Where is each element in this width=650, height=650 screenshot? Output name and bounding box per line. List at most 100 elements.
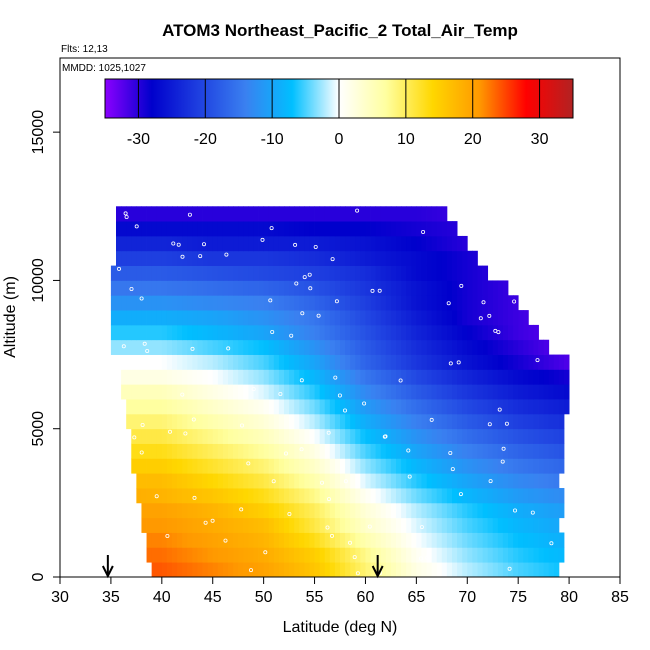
heatmap-cell bbox=[172, 399, 178, 415]
heatmap-cell bbox=[452, 324, 458, 341]
heatmap-cell bbox=[462, 547, 468, 563]
heatmap-cell bbox=[228, 265, 234, 281]
heatmap-cell bbox=[192, 458, 198, 474]
heatmap-cell bbox=[502, 354, 509, 370]
heatmap-cell bbox=[396, 443, 402, 459]
heatmap-cell bbox=[452, 562, 458, 578]
heatmap-cell bbox=[156, 532, 163, 548]
heatmap-cell bbox=[258, 413, 265, 430]
track-point bbox=[224, 252, 229, 257]
heatmap-cell bbox=[401, 473, 407, 489]
heatmap-cell bbox=[538, 443, 545, 459]
heatmap-cell bbox=[548, 458, 555, 474]
heatmap-cell bbox=[217, 324, 224, 341]
heatmap-cell bbox=[416, 235, 422, 252]
heatmap-cell bbox=[182, 235, 188, 252]
heatmap-cell bbox=[161, 458, 168, 474]
heatmap-cell bbox=[396, 265, 402, 281]
heatmap-cell bbox=[329, 221, 336, 237]
heatmap-cell bbox=[136, 473, 142, 489]
heatmap-cell bbox=[396, 473, 402, 489]
heatmap-cell bbox=[518, 458, 524, 474]
heatmap-cell bbox=[375, 547, 382, 563]
heatmap-cell bbox=[502, 502, 509, 519]
heatmap-cell bbox=[161, 354, 168, 370]
heatmap-cell bbox=[436, 384, 443, 400]
heatmap-cell bbox=[528, 517, 534, 533]
heatmap-cell bbox=[243, 532, 249, 548]
heatmap-cell bbox=[233, 221, 239, 237]
heatmap-cell bbox=[334, 339, 341, 355]
heatmap-cell bbox=[548, 428, 555, 444]
heatmap-cell bbox=[172, 295, 178, 311]
heatmap-cell bbox=[217, 310, 224, 326]
heatmap-cell bbox=[365, 399, 371, 415]
heatmap-cell bbox=[340, 354, 346, 370]
heatmap-cell bbox=[401, 221, 407, 237]
heatmap-cell bbox=[192, 265, 198, 281]
heatmap-cell bbox=[233, 235, 239, 252]
track-point bbox=[203, 520, 208, 525]
heatmap-cell bbox=[233, 295, 239, 311]
heatmap-cell bbox=[289, 221, 295, 237]
heatmap-cell bbox=[207, 502, 214, 519]
heatmap-cell bbox=[421, 562, 427, 578]
heatmap-cell bbox=[513, 324, 519, 341]
heatmap-cell bbox=[523, 354, 529, 370]
heatmap-cell bbox=[406, 532, 412, 548]
heatmap-cell bbox=[141, 502, 147, 519]
heatmap-cell bbox=[202, 443, 209, 459]
heatmap-cell bbox=[202, 547, 209, 563]
heatmap-cell bbox=[278, 488, 285, 504]
heatmap-cell bbox=[548, 502, 555, 519]
heatmap-cell bbox=[482, 369, 489, 385]
heatmap-cell bbox=[441, 354, 448, 370]
heatmap-cell bbox=[508, 295, 514, 311]
heatmap-cell bbox=[319, 547, 326, 563]
heatmap-cell bbox=[365, 384, 371, 400]
heatmap-cell bbox=[441, 547, 448, 563]
heatmap-cell bbox=[492, 384, 499, 400]
heatmap-cell bbox=[543, 339, 550, 355]
heatmap-cell bbox=[513, 354, 519, 370]
heatmap-cell bbox=[334, 384, 341, 400]
heatmap-cell bbox=[233, 443, 239, 459]
heatmap-cell bbox=[309, 235, 315, 252]
heatmap-cell bbox=[467, 443, 473, 459]
heatmap-cell bbox=[187, 265, 193, 281]
heatmap-cell bbox=[508, 488, 514, 504]
heatmap-cell bbox=[345, 399, 351, 415]
heatmap-cell bbox=[217, 280, 224, 296]
heatmap-cell bbox=[202, 310, 209, 326]
heatmap-cell bbox=[446, 295, 453, 311]
heatmap-cell bbox=[151, 473, 158, 489]
heatmap-cell bbox=[482, 428, 489, 444]
heatmap-cell bbox=[513, 488, 519, 504]
heatmap-cell bbox=[421, 369, 427, 385]
heatmap-cell bbox=[324, 369, 331, 385]
heatmap-cell bbox=[289, 562, 295, 578]
heatmap-cell bbox=[416, 399, 422, 415]
heatmap-cell bbox=[396, 354, 402, 370]
heatmap-cell bbox=[370, 235, 377, 252]
heatmap-cell bbox=[161, 562, 168, 578]
heatmap-cell bbox=[268, 354, 275, 370]
heatmap-cell bbox=[151, 295, 158, 311]
heatmap-cell bbox=[146, 354, 153, 370]
heatmap-cell bbox=[278, 295, 285, 311]
heatmap-cell bbox=[406, 562, 412, 578]
heatmap-cell bbox=[482, 310, 489, 326]
heatmap-cell bbox=[355, 428, 361, 444]
heatmap-cell bbox=[294, 517, 300, 533]
heatmap-cell bbox=[518, 428, 524, 444]
heatmap-cell bbox=[217, 562, 224, 578]
heatmap-cell bbox=[126, 399, 132, 415]
heatmap-cell bbox=[513, 532, 519, 548]
heatmap-cell bbox=[294, 488, 300, 504]
heatmap-cell bbox=[416, 369, 422, 385]
heatmap-cell bbox=[284, 413, 290, 430]
heatmap-cell bbox=[212, 413, 219, 430]
heatmap-cell bbox=[156, 221, 163, 237]
heatmap-cell bbox=[299, 310, 305, 326]
heatmap-cell bbox=[289, 399, 295, 415]
